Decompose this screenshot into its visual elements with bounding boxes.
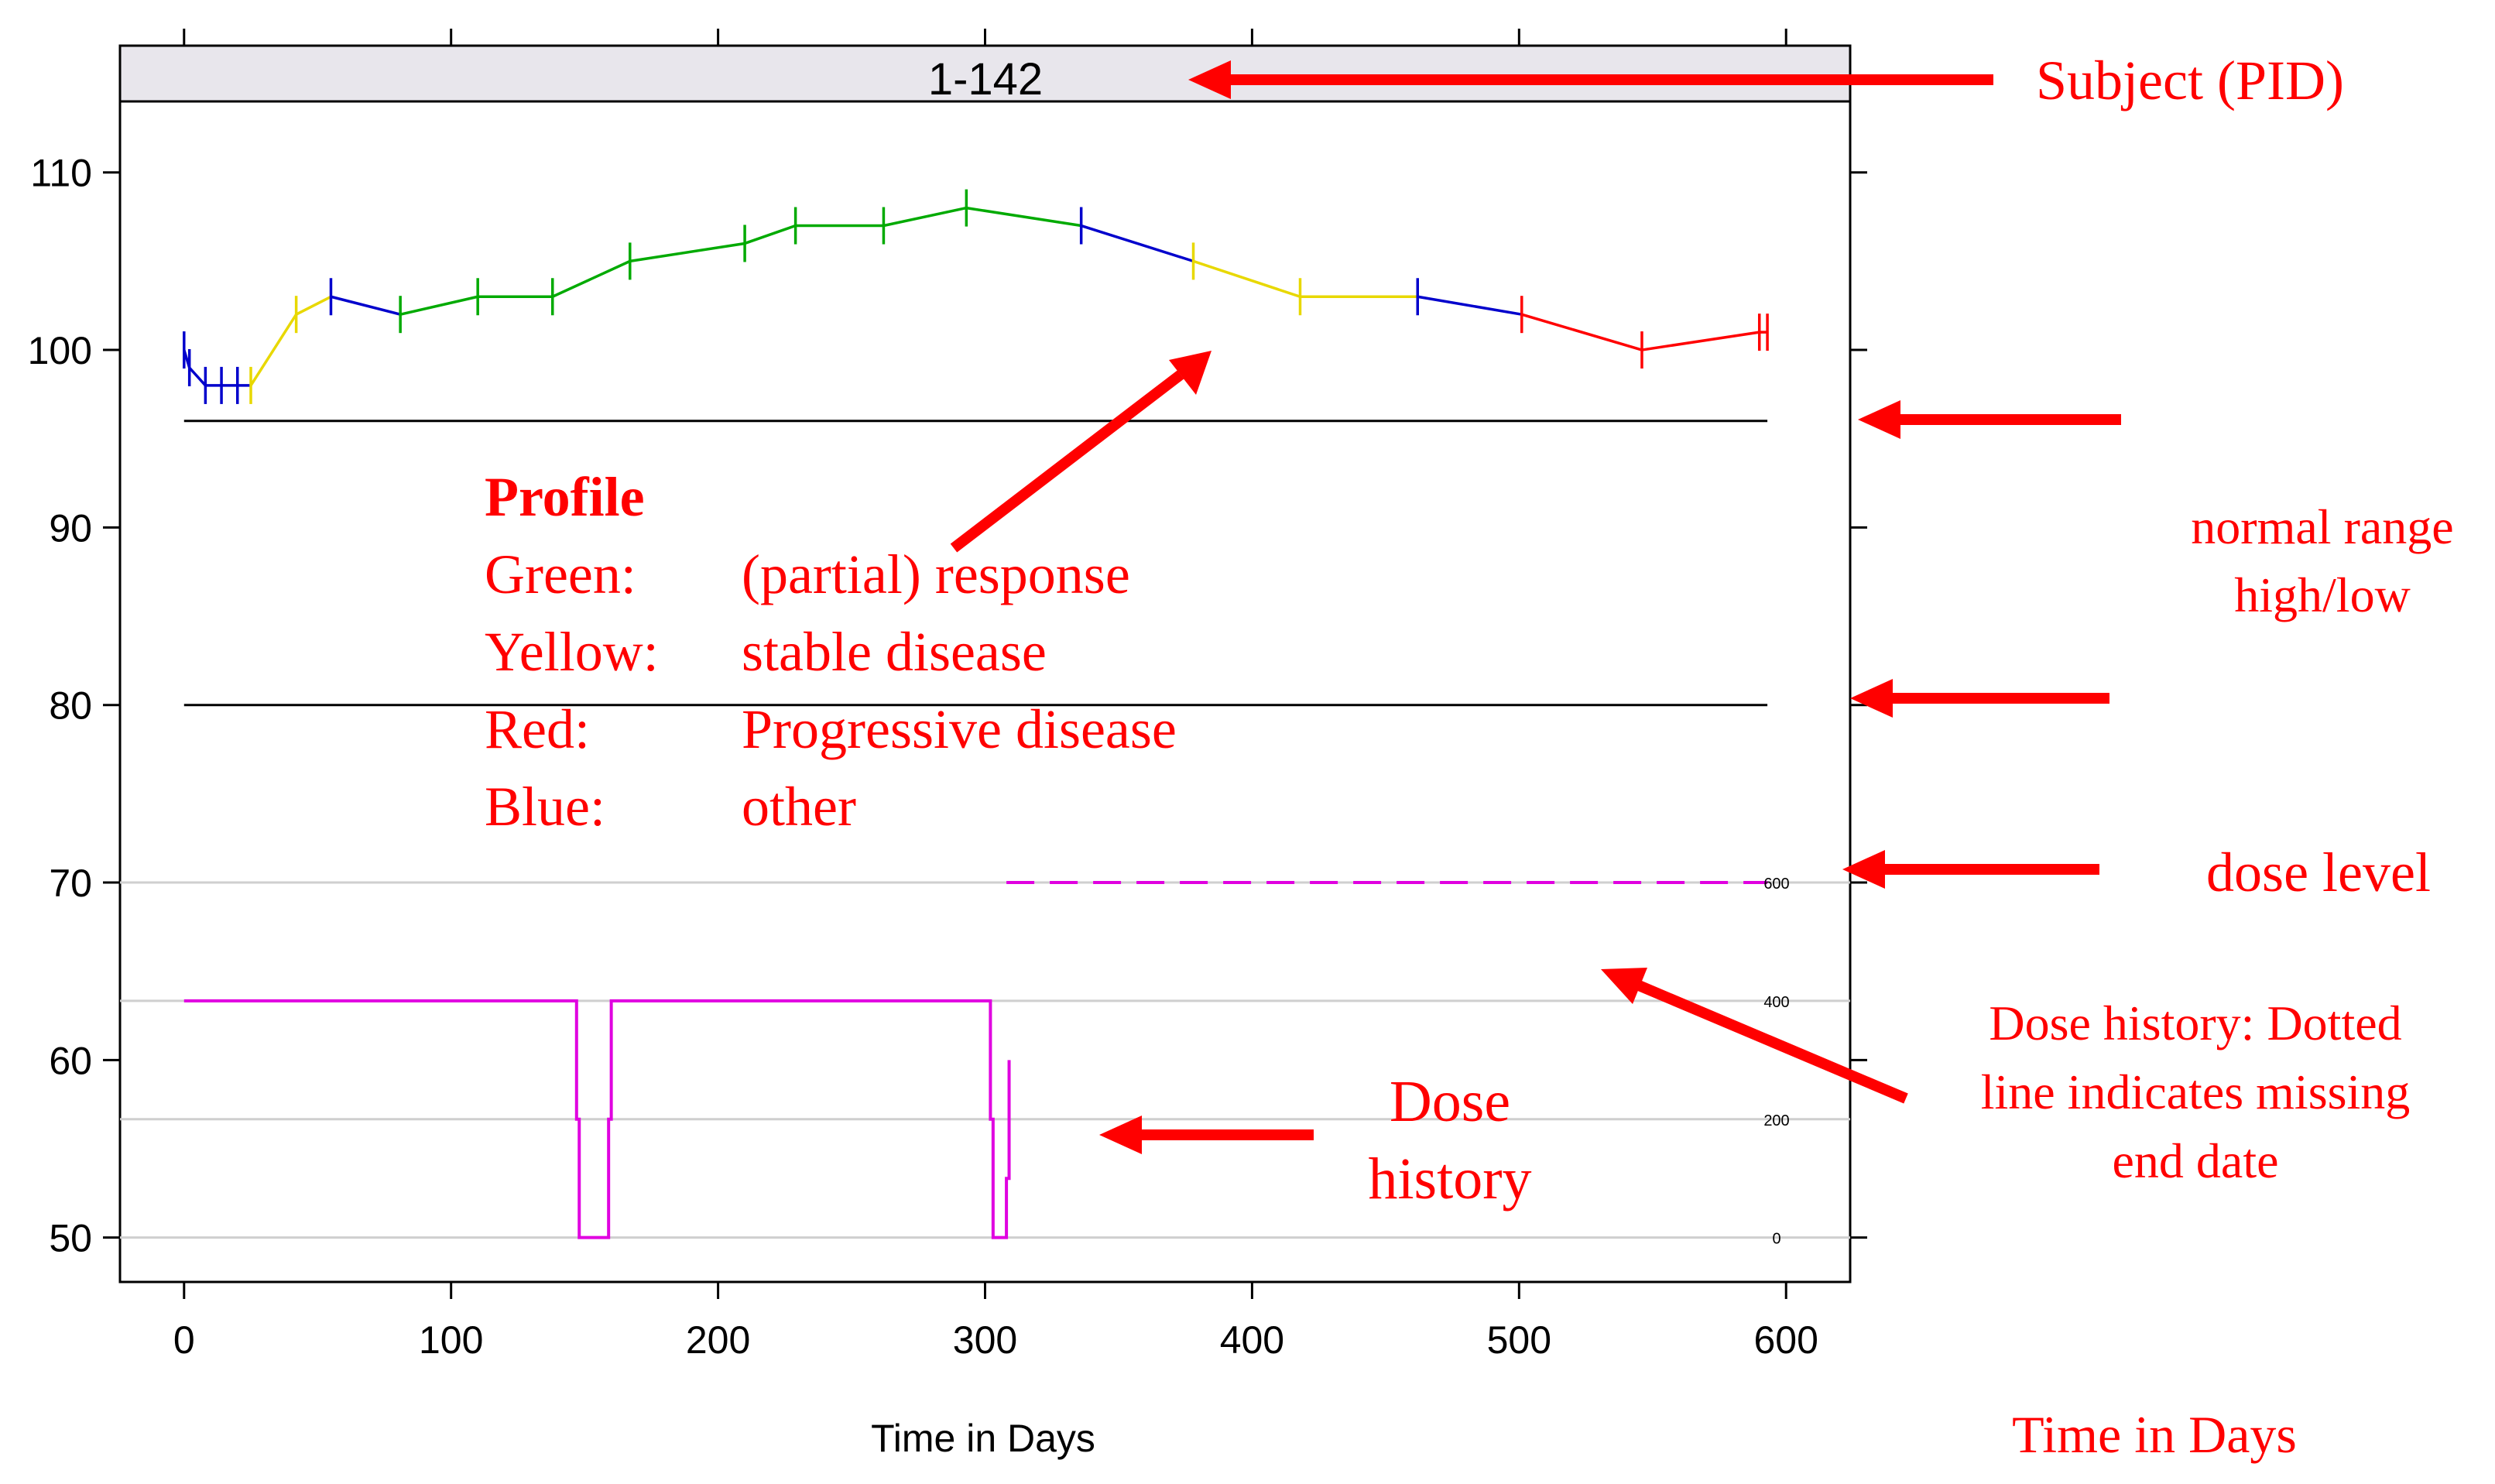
profile-segment <box>331 295 401 316</box>
time-in-days-annotation: Time in Days <box>2012 1405 2297 1464</box>
subject-annotation: Subject (PID) <box>2036 50 2344 111</box>
dose-tick-label: 0 <box>1772 1231 1780 1248</box>
background <box>1993 0 2495 1480</box>
x-tick-label: 300 <box>953 1318 1017 1362</box>
arrow-profile <box>950 351 1212 553</box>
profile-heading: Profile <box>485 466 645 528</box>
dose-history-label-line2: history <box>1368 1146 1531 1212</box>
plot-frame <box>118 100 1852 1284</box>
legend-label-red: Red: <box>485 698 590 760</box>
profile-segment <box>1521 313 1643 351</box>
y-tick-label: 70 <box>49 862 92 905</box>
legend-desc-green: (partial) response <box>742 543 1130 605</box>
profile-segment <box>1417 295 1523 316</box>
arrow-subject <box>1188 60 1993 99</box>
legend-label-green: Green: <box>485 543 636 605</box>
profile-segment <box>188 366 207 387</box>
dose-tick-label: 600 <box>1763 876 1789 893</box>
x-axis-title: Time in Days <box>871 1417 1095 1460</box>
x-tick-label: 500 <box>1487 1318 1551 1362</box>
profile-segment <box>883 206 967 228</box>
legend-label-blue: Blue: <box>485 776 605 838</box>
profile-segment <box>1081 224 1194 263</box>
x-tick-label: 600 <box>1754 1318 1818 1362</box>
dose-level-annotation: dose level <box>2206 841 2431 903</box>
normal-range-annotation-line1: normal range <box>2191 499 2453 554</box>
dose-axis: 0 200 400 600 <box>1763 876 1789 1248</box>
dose-history-line <box>183 999 1011 1239</box>
normal-range-annotation-line2: high/low <box>2234 567 2411 622</box>
normal-range-lines <box>183 420 1768 707</box>
profile-segment <box>552 259 631 298</box>
profile-segment <box>629 242 745 263</box>
x-tick-label: 200 <box>686 1318 750 1362</box>
dose-history-note-line2: line indicates missing <box>1981 1064 2411 1119</box>
x-tick-label: 0 <box>173 1318 195 1362</box>
arrow-normal-low <box>1850 679 2109 718</box>
y-tick-label: 100 <box>28 329 92 372</box>
legend-desc-yellow: stable disease <box>742 621 1047 683</box>
legend-label-yellow: Yellow: <box>485 621 659 683</box>
profile-segment <box>1192 259 1301 298</box>
axes: 0 100 200 300 400 500 600 50 60 70 80 90 100 110 <box>28 29 1867 1362</box>
profile-segment <box>295 295 332 316</box>
profile-segment <box>1641 331 1760 351</box>
legend-desc-blue: other <box>742 776 856 838</box>
profile-series <box>183 189 1769 404</box>
y-tick-label: 50 <box>49 1217 92 1260</box>
profile-segment <box>399 295 478 316</box>
annotation-layer: Subject (PID) Profile Green: (partial) r… <box>485 50 2454 1464</box>
arrow-dose-history <box>1099 1116 1314 1154</box>
y-tick-label: 90 <box>49 506 92 550</box>
dose-history-label-line1: Dose <box>1390 1069 1510 1134</box>
profile-segment <box>249 314 298 386</box>
dose-history-note-line1: Dose history: Dotted <box>1989 996 2401 1050</box>
dose-tick-label: 200 <box>1763 1112 1789 1129</box>
profile-segment <box>744 224 797 245</box>
dose-tick-label: 400 <box>1763 994 1789 1011</box>
panel-title: 1-142 <box>928 54 1043 105</box>
arrow-dose-level <box>1842 850 2099 889</box>
annotation-arrows <box>950 60 2121 1154</box>
dose-history-note-line3: end date <box>2113 1133 2279 1188</box>
panel-strip <box>118 44 1852 103</box>
x-tick-label: 400 <box>1220 1318 1284 1362</box>
arrow-dose-history-note <box>1601 968 1908 1104</box>
profile-segment <box>966 206 1081 228</box>
dose-history-series <box>183 881 1768 1239</box>
x-tick-label: 100 <box>419 1318 483 1362</box>
arrow-normal-high <box>1858 400 2121 439</box>
legend-desc-red: Progressive disease <box>742 698 1177 760</box>
y-tick-label: 80 <box>49 684 92 728</box>
dose-reference-lines <box>120 881 1850 1239</box>
y-tick-label: 110 <box>30 152 92 195</box>
y-tick-label: 60 <box>49 1039 92 1082</box>
